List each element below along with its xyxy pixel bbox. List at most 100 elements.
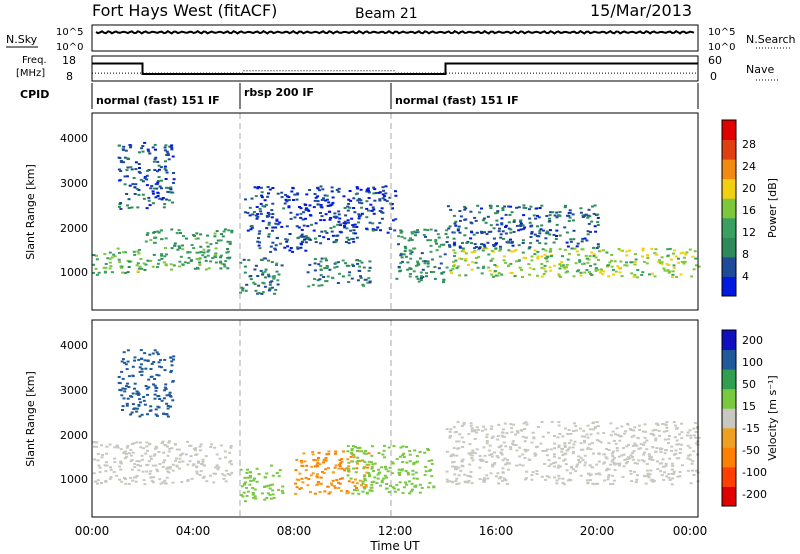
velocity-colorbar-swatch-6 xyxy=(722,369,736,390)
velocity-cell-r3-3 xyxy=(298,472,302,475)
power-cell-r1-74 xyxy=(219,267,223,270)
velocity-cell-r5-312 xyxy=(623,459,627,461)
velocity-cell-r5-540 xyxy=(502,441,506,444)
power-cell-r1-129 xyxy=(230,229,234,232)
power-cell-r4-26 xyxy=(296,246,300,249)
power-cell-r5-67 xyxy=(325,266,329,269)
power-cell-r9-106 xyxy=(667,264,671,266)
power-cell-r10-143 xyxy=(499,245,502,248)
velocity-cell-r1-85 xyxy=(158,365,161,368)
velocity-cell-r0-30 xyxy=(153,453,157,456)
power-cell-r9-99 xyxy=(592,255,596,257)
velocity-cell-r5-69 xyxy=(670,462,674,465)
power-cell-r7-193 xyxy=(394,218,398,221)
power-cell-r2-123 xyxy=(168,191,172,194)
power-cell-r7-195 xyxy=(280,196,284,199)
velocity-cell-r4-125 xyxy=(391,486,395,489)
power-cell-r10-236 xyxy=(581,216,585,218)
power-cell-r7-92 xyxy=(359,188,363,191)
velocity-cell-r0-171 xyxy=(180,481,184,483)
power-cell-r7-206 xyxy=(259,202,263,205)
power-cell-r8-101 xyxy=(435,242,438,245)
power-cell-r7-280 xyxy=(357,213,361,216)
power-cell-r7-224 xyxy=(337,187,341,190)
velocity-cell-r5-386 xyxy=(602,453,606,456)
velocity-cell-r5-558 xyxy=(445,478,449,481)
power-cell-r2-91 xyxy=(160,179,163,182)
velocity-cell-r5-243 xyxy=(544,478,548,481)
velocity-cell-r4-143 xyxy=(423,451,427,454)
power-cell-r9-267 xyxy=(679,273,683,276)
power-cell-r10-114 xyxy=(596,216,600,219)
power-cell-r10-19 xyxy=(510,211,514,214)
power-cell-r8-90 xyxy=(445,229,449,232)
power-cell-r1-104 xyxy=(215,230,219,233)
power-cell-r10-134 xyxy=(588,215,592,218)
power-cell-r10-198 xyxy=(515,206,519,209)
velocity-cell-r5-605 xyxy=(619,435,623,438)
velocity-cell-r5-547 xyxy=(532,437,536,440)
power-cell-r5-62 xyxy=(358,265,362,268)
power-cell-r6-9 xyxy=(305,237,309,240)
velocity-cell-r4-83 xyxy=(363,479,367,482)
power-cbar-tick-8: 8 xyxy=(742,248,749,261)
power-cell-r9-260 xyxy=(536,274,539,277)
power-cell-r10-106 xyxy=(522,204,526,207)
velocity-cell-r5-616 xyxy=(663,423,667,426)
power-cell-r2-20 xyxy=(122,161,126,164)
velocity-cell-r5-138 xyxy=(503,463,507,466)
power-cell-r7-216 xyxy=(295,193,299,196)
power-cbar-tick-28: 28 xyxy=(742,138,756,151)
power-cell-r7-276 xyxy=(316,203,320,206)
velocity-cell-r4-52 xyxy=(380,466,384,469)
power-cell-r1-102 xyxy=(156,262,160,265)
velocity-cell-r0-103 xyxy=(154,464,158,467)
xtick-0000: 00:00 xyxy=(75,524,110,538)
power-cell-r5-8 xyxy=(324,280,328,283)
power-cell-r6-3 xyxy=(314,241,318,244)
power-cell-r7-62 xyxy=(323,194,327,197)
power-cell-r1-92 xyxy=(143,268,147,271)
power-cell-r3-60 xyxy=(239,261,243,264)
power-cell-r1-117 xyxy=(219,254,223,257)
velocity-cell-r5-501 xyxy=(456,421,460,424)
power-cell-r7-35 xyxy=(259,210,263,213)
power-cell-r6-12 xyxy=(318,235,322,237)
power-colorbar-swatch-6 xyxy=(722,159,736,180)
power-cell-r9-98 xyxy=(509,262,513,265)
velocity-cell-r1-63 xyxy=(171,380,175,383)
nave-label: Nave xyxy=(746,63,774,76)
velocity-cell-r3-12 xyxy=(340,458,344,461)
velocity-cell-r5-227 xyxy=(485,440,489,443)
power-cell-r9-5 xyxy=(657,261,661,263)
x-axis-ticks: 00:00 04:00 08:00 12:00 16:00 20:00 00:0… xyxy=(75,524,708,538)
velocity-colorbar-label: Velocity [m s⁻¹] xyxy=(766,375,779,460)
power-cell-r2-124 xyxy=(163,146,167,149)
power-cell-r10-91 xyxy=(483,246,487,249)
power-cell-r9-164 xyxy=(558,263,562,266)
power-cell-r9-202 xyxy=(574,262,578,265)
power-cell-r1-22 xyxy=(179,255,183,258)
power-cell-r8-71 xyxy=(435,249,439,252)
power-cell-r10-68 xyxy=(565,231,569,234)
power-cell-r7-205 xyxy=(319,185,323,188)
velocity-cell-r4-163 xyxy=(368,474,371,477)
velocity-cell-r4-123 xyxy=(356,447,360,449)
power-cell-r5-29 xyxy=(322,276,326,278)
power-cell-r10-33 xyxy=(472,233,476,236)
velocity-cell-r5-187 xyxy=(469,451,473,454)
velocity-cell-r0-233 xyxy=(158,478,162,481)
power-cell-r2-11 xyxy=(154,156,158,159)
velocity-cell-r5-553 xyxy=(625,458,629,460)
velocity-cell-r5-192 xyxy=(675,457,679,460)
velocity-cell-r4-15 xyxy=(370,461,373,464)
power-cell-r1-86 xyxy=(153,231,157,233)
velocity-cell-r1-40 xyxy=(152,383,155,386)
velocity-cell-r3-86 xyxy=(319,483,323,486)
power-cell-r1-124 xyxy=(160,253,164,256)
velocity-cell-r1-103 xyxy=(159,359,162,362)
velocity-cell-r5-189 xyxy=(654,437,658,440)
velocity-cell-r2-53 xyxy=(242,482,246,485)
power-cell-r3-6 xyxy=(253,283,257,286)
power-cell-r8-74 xyxy=(400,256,404,259)
